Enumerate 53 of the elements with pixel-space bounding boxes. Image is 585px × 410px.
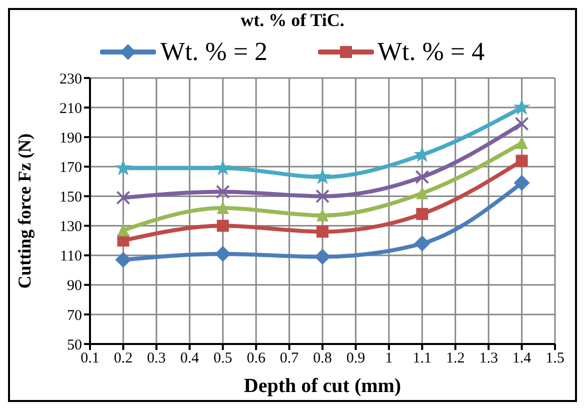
y-tick-label: 190 xyxy=(60,130,82,146)
point xyxy=(214,246,231,262)
point xyxy=(116,190,130,205)
legend-label: Wt. % = 2 xyxy=(160,37,268,67)
y-tick-label: 110 xyxy=(60,248,82,265)
point xyxy=(516,154,528,167)
point xyxy=(314,248,330,265)
point xyxy=(314,168,332,184)
x-tick-label: 1.2 xyxy=(446,350,465,367)
y-axis-title: Cutting force Fz (N) xyxy=(14,133,34,289)
legend-label: Wt. % = 4 xyxy=(378,37,485,67)
point xyxy=(216,201,229,214)
point xyxy=(115,252,132,268)
x-tick-label: 0.3 xyxy=(147,350,166,367)
point xyxy=(214,159,232,176)
x-tick-label: 0.4 xyxy=(180,350,200,367)
x-tick-label: 0.5 xyxy=(213,350,232,367)
point xyxy=(316,189,330,204)
y-tick-label: 130 xyxy=(60,219,82,236)
point xyxy=(414,236,430,252)
point xyxy=(216,220,229,232)
point xyxy=(117,223,130,236)
x-tick-label: 0.1 xyxy=(80,350,100,367)
y-tick-label: 70 xyxy=(67,308,82,324)
point xyxy=(216,184,230,199)
y-tick-label: 210 xyxy=(60,100,82,117)
x-tick-label: 1.3 xyxy=(479,350,498,367)
point xyxy=(516,136,528,150)
x-tick-label: 1.4 xyxy=(512,350,532,367)
point xyxy=(316,208,328,222)
chart-title: wt. % of TiC. xyxy=(240,10,346,32)
point xyxy=(513,98,530,115)
x-tick-label: 1 xyxy=(385,350,393,367)
x-tick-label: 0.8 xyxy=(313,350,332,367)
x-tick-label: 0.9 xyxy=(346,350,366,367)
x-tick-label: 0.6 xyxy=(246,350,266,367)
y-tick-label: 50 xyxy=(67,337,82,354)
point xyxy=(114,159,132,176)
y-tick-label: 90 xyxy=(67,278,82,294)
y-tick-label: 170 xyxy=(60,160,82,176)
point xyxy=(316,226,328,238)
y-tick-label: 150 xyxy=(60,190,82,206)
point xyxy=(416,208,428,220)
x-tick-label: 1.5 xyxy=(546,350,564,367)
x-tick-label: 0.7 xyxy=(280,350,300,367)
x-tick-label: 1.1 xyxy=(412,350,432,367)
y-tick-label: 230 xyxy=(60,71,82,88)
point xyxy=(514,116,529,131)
x-tick-label: 0.2 xyxy=(114,350,133,367)
point xyxy=(514,174,530,191)
x-axis-title: Depth of cut (mm) xyxy=(244,375,402,397)
point xyxy=(416,186,428,200)
point xyxy=(415,170,430,184)
